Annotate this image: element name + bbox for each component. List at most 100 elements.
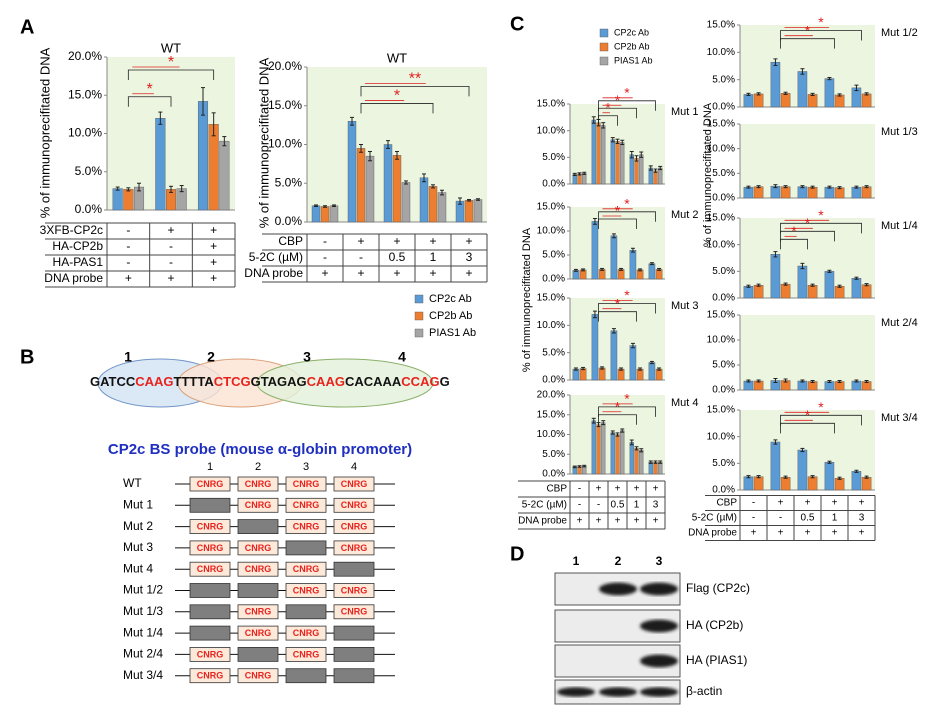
bar — [329, 205, 339, 223]
error-bar — [332, 204, 336, 207]
error-bar — [783, 282, 788, 286]
site-label: CNRG — [245, 671, 272, 681]
bar — [591, 119, 596, 185]
error-bar — [323, 205, 327, 208]
condition-cell: + — [778, 528, 784, 539]
error-bar — [783, 91, 788, 95]
panel-label: B — [20, 346, 34, 368]
blot-band — [640, 582, 678, 596]
bar — [834, 478, 845, 491]
y-axis-label: % of immunoprecifitated DNA — [521, 227, 533, 372]
bar — [753, 93, 764, 108]
error-bar — [201, 87, 205, 116]
bar — [208, 124, 219, 211]
bar — [834, 94, 845, 108]
error-bar — [222, 136, 227, 147]
error-bar — [746, 475, 751, 479]
significance-star: * — [624, 287, 630, 303]
binding-site — [237, 476, 279, 492]
error-bar — [211, 112, 216, 137]
condition-cell: - — [169, 255, 173, 269]
condition-cell: 3 — [466, 250, 473, 264]
blot-label: Flag (CP2c) — [686, 581, 750, 595]
significance-star: * — [605, 99, 611, 115]
error-bar — [582, 464, 587, 468]
y-tick-label: 15.0% — [537, 99, 565, 110]
condition-cell: - — [126, 239, 130, 253]
condition-cell: + — [653, 484, 659, 495]
y-tick-label: 15.0% — [537, 202, 565, 213]
error-bar — [827, 460, 832, 464]
error-bar — [368, 150, 372, 162]
binding-site — [237, 497, 279, 513]
bar — [219, 140, 230, 211]
y-tick-label: 20.0% — [537, 390, 565, 401]
sequence-part: TTTTA — [174, 374, 215, 389]
condition-cell: + — [210, 255, 217, 269]
bar — [797, 186, 808, 199]
y-tick-label: 15.0% — [537, 293, 565, 304]
error-bar — [179, 185, 184, 193]
construct-name: WT — [123, 476, 142, 490]
bar — [648, 461, 653, 475]
condition-label: DNA probe — [688, 528, 737, 539]
bar — [648, 263, 656, 280]
condition-cell: + — [653, 516, 659, 527]
bar — [807, 186, 818, 199]
error-bar — [582, 171, 587, 175]
chart-title: Mut 1/4 — [881, 220, 918, 232]
error-bar — [629, 150, 634, 159]
error-bar — [610, 430, 615, 435]
condition-cell: + — [429, 234, 436, 248]
site-label: CNRG — [293, 585, 320, 595]
condition-cell: + — [596, 516, 602, 527]
error-bar — [756, 185, 761, 189]
error-bar — [169, 185, 173, 193]
binding-site — [237, 668, 279, 684]
error-bar — [658, 460, 663, 464]
condition-cell: 3 — [859, 513, 865, 524]
probe-title: CP2c BS probe (mouse α-globin promoter) — [108, 441, 412, 458]
significance-bracket — [780, 222, 862, 234]
condition-label: CBP — [546, 484, 567, 495]
bar — [824, 78, 835, 108]
error-bar — [773, 439, 778, 445]
lane-label: 3 — [656, 554, 663, 568]
probe-sequence: GATCCCAAGTTTTACTCGGTAGAGCAAGCACAAACCAGG — [90, 374, 450, 389]
y-tick-label: 10.0% — [707, 431, 735, 442]
legend-swatch — [599, 42, 609, 52]
error-bar — [615, 138, 620, 144]
condition-cell: + — [615, 484, 621, 495]
bar — [112, 188, 123, 211]
site-label: CNRG — [293, 479, 320, 489]
error-bar — [638, 367, 643, 371]
significance-bracket — [360, 103, 434, 114]
error-bar — [864, 475, 869, 479]
error-bar — [314, 204, 318, 207]
error-bar — [800, 68, 805, 75]
error-bar — [600, 366, 605, 370]
y-tick-label: 5.0% — [542, 250, 565, 261]
bar — [356, 148, 366, 223]
panel-label: A — [20, 16, 34, 38]
error-bar — [649, 360, 654, 365]
error-bar — [639, 151, 644, 158]
construct-name: Mut 1/2 — [123, 583, 163, 597]
site-label: CNRG — [245, 564, 272, 574]
binding-site — [285, 583, 327, 598]
bar — [851, 186, 862, 199]
error-bar — [573, 268, 578, 272]
error-bar — [810, 475, 815, 479]
significance-star: * — [615, 203, 621, 219]
condition-cell: - — [323, 234, 327, 248]
error-bar — [619, 367, 624, 371]
binding-site — [237, 625, 279, 641]
condition-label: DNA probe — [244, 266, 303, 280]
construct-name: Mut 4 — [123, 561, 153, 575]
y-tick-label: 10.0% — [537, 125, 565, 136]
significance-star: * — [394, 88, 400, 105]
error-bar — [476, 198, 480, 201]
error-bar — [630, 342, 635, 349]
significance-star: * — [168, 54, 174, 71]
y-tick-label: 0.0% — [712, 102, 735, 113]
